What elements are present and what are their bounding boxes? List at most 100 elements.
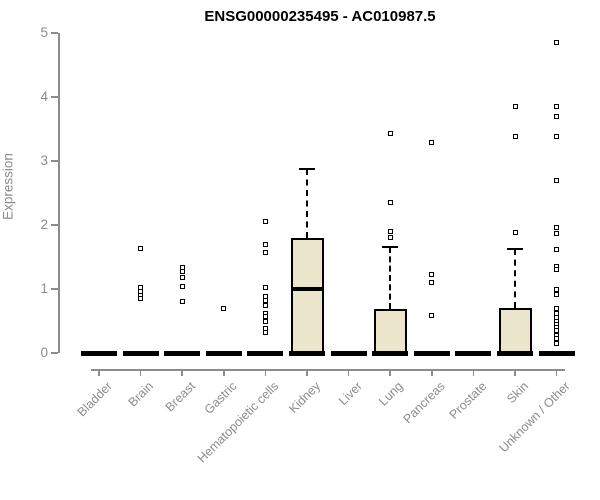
upper-whisker	[306, 168, 308, 238]
outlier-point	[429, 139, 435, 145]
outlier-point	[179, 269, 185, 275]
outlier-point	[554, 291, 560, 297]
x-axis-tick	[389, 369, 391, 376]
y-axis-tick	[51, 288, 58, 290]
box-zero-bar	[455, 350, 492, 356]
box-zero-bar	[247, 350, 284, 356]
outlier-point	[554, 225, 560, 231]
box-zero-bar	[164, 350, 201, 356]
box-median-line	[290, 287, 324, 291]
outlier-point	[554, 246, 560, 252]
y-tick-label: 5	[40, 25, 48, 40]
x-axis-tick	[264, 369, 267, 376]
y-tick-label: 3	[40, 153, 48, 168]
y-tick-label: 4	[40, 89, 48, 104]
outlier-point	[429, 271, 435, 277]
outlier-point	[262, 284, 268, 290]
outlier-point	[429, 280, 435, 286]
upper-whisker	[514, 248, 516, 309]
outlier-point	[554, 305, 560, 311]
outlier-point	[387, 228, 393, 234]
outlier-point	[554, 133, 560, 139]
outlier-point	[262, 314, 268, 320]
y-axis-tick	[51, 160, 58, 162]
x-tick-label: Lung	[376, 379, 407, 409]
outlier-point	[554, 231, 560, 237]
x-axis-line	[91, 369, 565, 371]
x-tick-label: Hematopoietic cells	[194, 379, 282, 466]
box-rect	[290, 237, 324, 353]
outlier-point	[262, 302, 268, 308]
x-axis-tick	[472, 369, 475, 376]
y-tick-label: 1	[40, 281, 48, 296]
x-axis-tick	[181, 369, 183, 376]
x-axis-tick	[98, 369, 100, 376]
outlier-point	[179, 283, 185, 289]
outlier-point	[262, 219, 268, 225]
outlier-point	[554, 267, 560, 273]
outlier-point	[512, 133, 518, 139]
x-axis-tick	[514, 369, 516, 376]
x-tick-label: Brain	[125, 379, 157, 410]
x-tick-label: Pancreas	[400, 379, 448, 427]
outlier-point	[262, 241, 268, 247]
x-tick-label: Kidney	[285, 379, 323, 416]
outlier-point	[512, 230, 518, 236]
x-axis-tick	[223, 369, 225, 376]
outlier-point	[221, 305, 227, 311]
outlier-point	[179, 274, 185, 280]
x-tick-label: Breast	[162, 379, 199, 415]
x-tick-label: Gastric	[201, 379, 240, 417]
box-rect	[373, 309, 407, 353]
box-zero-bar	[372, 350, 409, 356]
x-tick-label: Prostate	[446, 379, 490, 422]
outlier-point	[138, 296, 144, 302]
upper-whisker	[389, 247, 392, 310]
outlier-point	[262, 330, 268, 336]
y-tick-label: 0	[40, 345, 48, 360]
outlier-point	[387, 235, 393, 241]
chart-title: ENSG00000235495 - AC010987.5	[204, 8, 436, 25]
box-zero-bar	[81, 350, 117, 356]
x-axis-tick	[306, 369, 308, 376]
x-axis-tick	[431, 369, 433, 376]
outlier-point	[387, 130, 393, 136]
outlier-point	[554, 114, 560, 120]
box-zero-bar	[413, 350, 450, 356]
box-zero-bar	[122, 350, 159, 356]
outlier-point	[429, 313, 435, 319]
outlier-point	[138, 246, 144, 252]
outlier-point	[554, 340, 560, 346]
box-rect	[498, 308, 532, 353]
y-axis-tick	[51, 352, 58, 354]
outlier-point	[554, 177, 560, 183]
x-axis-tick	[555, 369, 558, 376]
upper-whisker-cap	[299, 167, 315, 170]
outlier-point	[262, 250, 268, 256]
outlier-point	[179, 299, 185, 305]
x-tick-label: Unknown / Other	[496, 379, 573, 456]
y-axis-tick	[51, 224, 58, 226]
y-axis-tick	[51, 32, 58, 34]
x-tick-label: Bladder	[74, 379, 115, 420]
y-axis-tick	[51, 96, 58, 98]
box-zero-bar	[538, 350, 575, 356]
y-axis-line	[58, 33, 60, 353]
x-tick-label: Liver	[335, 379, 365, 409]
box-zero-bar	[289, 350, 325, 356]
box-zero-bar	[205, 350, 242, 356]
upper-whisker-cap	[382, 246, 399, 249]
outlier-point	[262, 319, 268, 325]
outlier-point	[512, 104, 518, 110]
box-zero-bar	[497, 350, 533, 356]
x-axis-tick	[139, 369, 142, 376]
outlier-point	[554, 104, 560, 110]
outlier-point	[387, 200, 393, 206]
upper-whisker-cap	[507, 247, 523, 250]
outlier-point	[554, 40, 560, 46]
box-zero-bar	[330, 350, 367, 356]
x-tick-label: Skin	[503, 379, 531, 407]
y-tick-label: 2	[40, 217, 48, 232]
